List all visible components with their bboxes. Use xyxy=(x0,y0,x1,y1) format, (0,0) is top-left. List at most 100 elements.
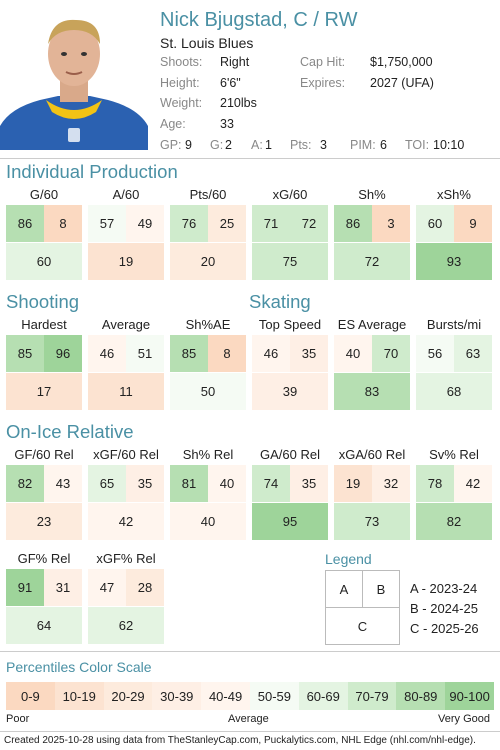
onice-metric-label: GA/60 Rel xyxy=(260,447,320,462)
production-metric-value-a: 86 xyxy=(334,205,372,242)
scale-bin: 20-29 xyxy=(103,682,153,710)
contract-label: Cap Hit: xyxy=(300,55,346,69)
contract-value: $1,750,000 xyxy=(370,55,433,69)
production-metric-value-b: 9 xyxy=(454,205,492,242)
shooting-skating-metric-value-c: 11 xyxy=(88,373,164,410)
onice-metric-label: GF% Rel xyxy=(17,551,71,566)
info-value: 6'6" xyxy=(220,75,241,90)
shooting-skating-metric-label: Sh%AE xyxy=(185,317,231,332)
season-stat-label: A: xyxy=(251,138,263,152)
legend-key-c: C xyxy=(325,607,400,645)
season-stat-value: 9 xyxy=(185,138,192,152)
scale-bin: 50-59 xyxy=(250,682,299,710)
onice-metric-label: xGF/60 Rel xyxy=(93,447,159,462)
scale-bin: 70-79 xyxy=(347,682,397,710)
scale-caption-poor: Poor xyxy=(6,713,30,725)
scale-caption-very-good: Very Good xyxy=(438,713,490,725)
production-metric-value-b: 25 xyxy=(208,205,246,242)
shooting-skating-metric-label: Bursts/mi xyxy=(426,317,482,332)
onice-metric-value-b: 31 xyxy=(44,569,82,606)
production-metric-value-b: 72 xyxy=(290,205,328,242)
onice-metric-value-b: 42 xyxy=(454,465,492,502)
season-stat-value: 3 xyxy=(320,138,327,152)
production-metric-value-c: 72 xyxy=(334,243,410,280)
info-label: Shoots: xyxy=(160,55,203,69)
onice-metric-value-b: 40 xyxy=(208,465,246,502)
production-metric-label: Pts/60 xyxy=(189,187,227,202)
production-metric-value-a: 57 xyxy=(88,205,126,242)
onice-metric-value-b: 35 xyxy=(290,465,328,502)
contract-value: 2027 (UFA) xyxy=(370,75,434,90)
legend-entry-c: C - 2025-26 xyxy=(410,621,479,636)
shooting-skating-metric-value-b: 96 xyxy=(44,335,82,372)
scale-bin: 0-9 xyxy=(6,682,55,710)
production-metric-label: A/60 xyxy=(112,187,140,202)
production-metric-value-c: 93 xyxy=(416,243,492,280)
footer-credits: Created 2025-10-28 using data from TheSt… xyxy=(4,735,476,746)
scale-bin: 80-89 xyxy=(396,682,446,710)
info-label: Age: xyxy=(160,116,186,131)
player-name: Nick Bjugstad, C / RW xyxy=(160,9,358,31)
onice-metric-label: Sv% Rel xyxy=(429,447,479,462)
onice-metric-value-b: 43 xyxy=(44,465,82,502)
season-stat-label: Pts: xyxy=(290,138,312,152)
onice-metric-value-a: 78 xyxy=(416,465,454,502)
section-title-shooting: Shooting xyxy=(6,291,80,312)
onice-metric-value-a: 81 xyxy=(170,465,208,502)
section-title-skating: Skating xyxy=(249,291,311,312)
shooting-skating-metric-value-b: 35 xyxy=(290,335,328,372)
onice-metric-value-a: 74 xyxy=(252,465,290,502)
onice-metric-value-b: 32 xyxy=(372,465,410,502)
production-metric-value-c: 19 xyxy=(88,243,164,280)
shooting-skating-metric-value-b: 51 xyxy=(126,335,164,372)
shooting-skating-metric-value-a: 85 xyxy=(170,335,208,372)
shooting-skating-metric-value-c: 39 xyxy=(252,373,328,410)
divider xyxy=(0,651,500,652)
shooting-skating-metric-value-a: 46 xyxy=(252,335,290,372)
production-metric-label: G/60 xyxy=(29,187,59,202)
onice-metric-value-c: 95 xyxy=(252,503,328,540)
season-stat-value: 2 xyxy=(225,138,232,152)
onice-metric-value-c: 42 xyxy=(88,503,164,540)
scale-bin: 30-39 xyxy=(152,682,202,710)
info-value: 210lbs xyxy=(220,96,257,110)
production-metric-label: xG/60 xyxy=(272,187,308,202)
shooting-skating-metric-value-a: 46 xyxy=(88,335,126,372)
season-stat-value: 6 xyxy=(380,138,387,152)
onice-metric-value-c: 62 xyxy=(88,607,164,644)
production-metric-value-c: 20 xyxy=(170,243,246,280)
info-value: Right xyxy=(220,55,250,69)
onice-metric-value-a: 19 xyxy=(334,465,372,502)
info-value: 33 xyxy=(220,116,234,131)
onice-metric-value-c: 23 xyxy=(6,503,82,540)
shooting-skating-metric-value-c: 50 xyxy=(170,373,246,410)
contract-label: Expires: xyxy=(300,75,346,90)
onice-metric-value-b: 28 xyxy=(126,569,164,606)
onice-metric-label: xGA/60 Rel xyxy=(338,447,406,462)
onice-metric-value-b: 35 xyxy=(126,465,164,502)
legend-key-a: A xyxy=(325,570,363,608)
shooting-skating-metric-value-b: 8 xyxy=(208,335,246,372)
season-stat-label: GP: xyxy=(160,138,182,152)
onice-metric-value-a: 82 xyxy=(6,465,44,502)
legend-entry-b: B - 2024-25 xyxy=(410,601,478,616)
onice-metric-value-c: 40 xyxy=(170,503,246,540)
legend-title: Legend xyxy=(325,551,372,567)
onice-metric-value-a: 91 xyxy=(6,569,44,606)
shooting-skating-metric-value-c: 83 xyxy=(334,373,410,410)
production-metric-value-a: 76 xyxy=(170,205,208,242)
onice-metric-value-a: 47 xyxy=(88,569,126,606)
shooting-skating-metric-value-a: 40 xyxy=(334,335,372,372)
production-metric-value-b: 49 xyxy=(126,205,164,242)
shooting-skating-metric-label: Hardest xyxy=(21,317,67,332)
info-label: Height: xyxy=(160,75,200,90)
divider xyxy=(0,158,500,159)
season-stat-value: 10:10 xyxy=(433,138,465,152)
season-stat-label: TOI: xyxy=(405,138,430,152)
production-metric-value-b: 8 xyxy=(44,205,82,242)
onice-metric-value-c: 64 xyxy=(6,607,82,644)
shooting-skating-metric-label: Top Speed xyxy=(258,317,322,332)
scale-bin: 10-19 xyxy=(54,682,104,710)
production-metric-value-c: 60 xyxy=(6,243,82,280)
season-stat-label: PIM: xyxy=(350,138,376,152)
